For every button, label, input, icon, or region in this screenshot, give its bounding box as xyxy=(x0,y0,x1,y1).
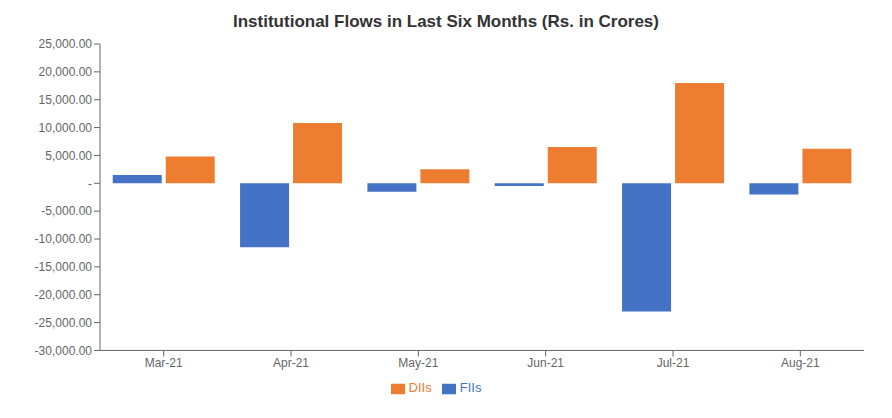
svg-text:May-21: May-21 xyxy=(398,356,438,370)
svg-text:15,000.00: 15,000.00 xyxy=(39,93,93,107)
svg-text:Jun-21: Jun-21 xyxy=(527,356,564,370)
svg-text:Apr-21: Apr-21 xyxy=(273,356,309,370)
svg-text:Mar-21: Mar-21 xyxy=(145,356,183,370)
svg-text:-10,000.00: -10,000.00 xyxy=(35,232,93,246)
svg-text:-5,000.00: -5,000.00 xyxy=(41,204,92,218)
svg-text:25,000.00: 25,000.00 xyxy=(39,37,93,51)
svg-text:10,000.00: 10,000.00 xyxy=(39,121,93,135)
svg-text:5,000.00: 5,000.00 xyxy=(45,149,92,163)
svg-text:-30,000.00: -30,000.00 xyxy=(35,344,93,358)
svg-text:20,000.00: 20,000.00 xyxy=(39,65,93,79)
svg-text:Jul-21: Jul-21 xyxy=(657,356,690,370)
html-text:Institutional Flows in Last Si: Institutional Flows in Last Six Months (… xyxy=(233,12,659,31)
html-text:DIIs: DIIs xyxy=(408,380,432,396)
svg-text:-: - xyxy=(88,177,92,191)
html-text:FIIs: FIIs xyxy=(459,380,482,396)
svg-text:-25,000.00: -25,000.00 xyxy=(35,316,93,330)
svg-text:Aug-21: Aug-21 xyxy=(781,356,820,370)
svg-text:-15,000.00: -15,000.00 xyxy=(35,260,93,274)
svg-text:-20,000.00: -20,000.00 xyxy=(35,288,93,302)
